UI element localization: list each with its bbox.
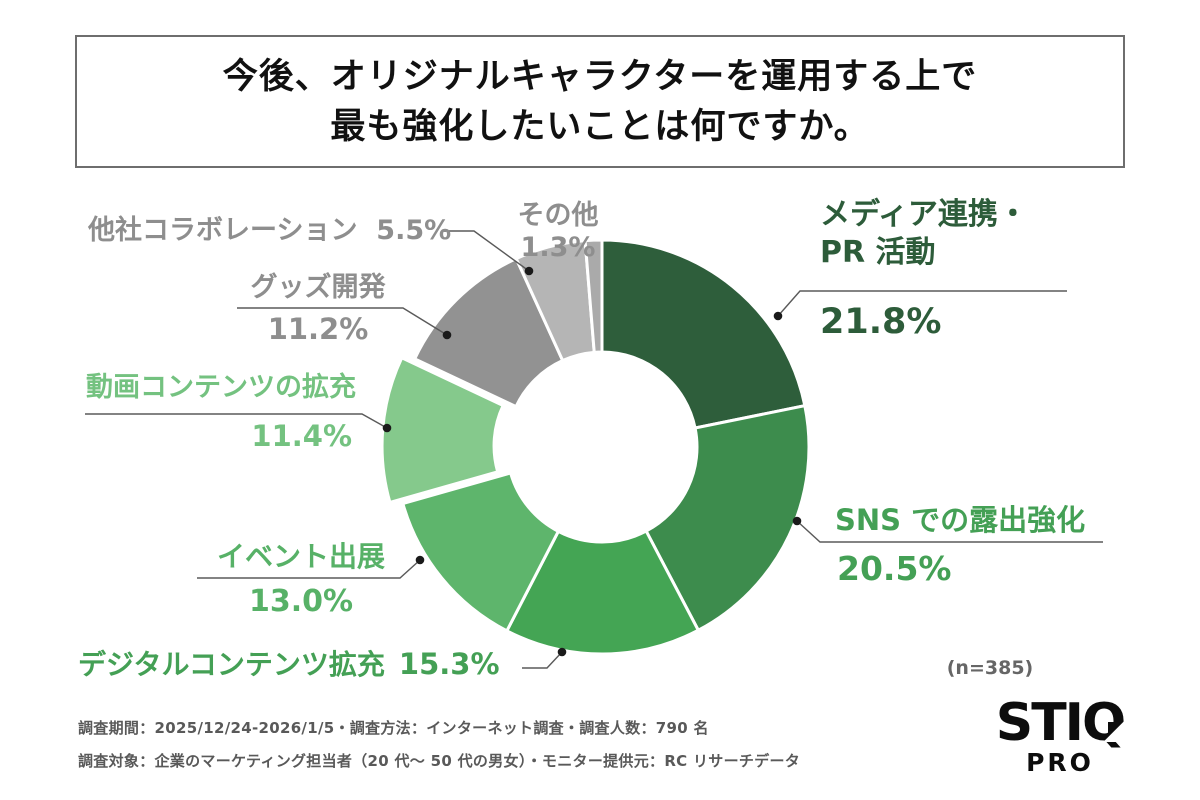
page-title-line2: 最も強化したいことは何ですか。 [330,106,870,147]
slice-label-event: イベント出展 [216,540,385,573]
donut-slice-4 [380,355,506,505]
slice-value-digital: 15.3% [398,647,500,681]
leader-line-4 [85,413,388,429]
slice-label-other-text: その他 [517,200,599,231]
slice-value-event: 13.0% [248,584,354,619]
slice-label-digital-text: デジタルコンテンツ拡充 [78,648,385,681]
slice-label-media-pr-line2: PR 活動 [820,235,936,270]
leader-dot-1 [792,516,802,526]
slice-label-other: その他 1.3% [498,200,618,264]
slice-label-collab-text: 他社コラボレーション [88,215,358,246]
slice-value-media-pr: 21.8% [820,302,942,342]
slice-value-other: 1.3% [520,232,596,263]
leader-dot-6 [524,266,534,276]
leader-dot-0 [773,311,783,321]
donut-slice-1 [644,403,811,633]
slice-value-collab: 5.5% [376,215,452,246]
donut-slice-2 [504,529,701,656]
slice-value-sns: 20.5% [837,549,952,588]
slice-label-media-pr: メディア連携・ PR 活動 [820,196,1028,272]
slice-label-collab: 他社コラボレーション 5.5% [88,213,451,249]
leader-dot-2 [557,647,567,657]
leader-line-2 [522,651,563,669]
slice-value-video: 11.4% [251,419,352,453]
logo-text: STIQ [995,693,1126,753]
leader-line-1 [796,520,1103,543]
survey-notes-line2: 調査対象：企業のマーケティング担当者（20 代～ 50 代の男女）・モニター提供… [78,752,801,770]
stiq-pro-logo: STIQ PRO [985,697,1135,777]
donut-slice-3 [401,471,561,633]
donut-slice-0 [600,238,807,430]
leader-dot-3 [415,555,425,565]
slice-label-goods: グッズ開発 [250,272,386,303]
leader-line-6 [443,230,530,272]
leader-line-0 [777,290,1067,317]
slice-label-sns: SNS での露出強化 [835,503,1086,537]
leader-dot-4 [382,423,392,433]
page-title-line1: 今後、オリジナルキャラクターを運用する上で [222,56,978,97]
logo-subtext: PRO [1026,748,1094,777]
leader-dot-5 [442,330,452,340]
title-box: 今後、オリジナルキャラクターを運用する上で 最も強化したいことは何ですか。 [75,35,1125,168]
slice-value-goods: 11.2% [267,312,369,346]
survey-notes: 調査期間：2025/12/24-2026/1/5・調査方法：インターネット調査・… [78,712,800,778]
donut-slice-7 [583,238,604,354]
slice-label-digital: デジタルコンテンツ拡充 15.3% [78,646,500,683]
slice-label-media-pr-line1: メディア連携・ [820,197,1028,232]
slice-label-video: 動画コンテンツの拡充 [86,372,356,403]
sample-size-label: (n=385) [946,657,1034,679]
logo-wordmark: STIQ [996,697,1126,749]
leader-line-5 [237,307,448,336]
survey-notes-line1: 調査期間：2025/12/24-2026/1/5・調査方法：インターネット調査・… [78,719,709,737]
leader-line-3 [197,559,421,579]
